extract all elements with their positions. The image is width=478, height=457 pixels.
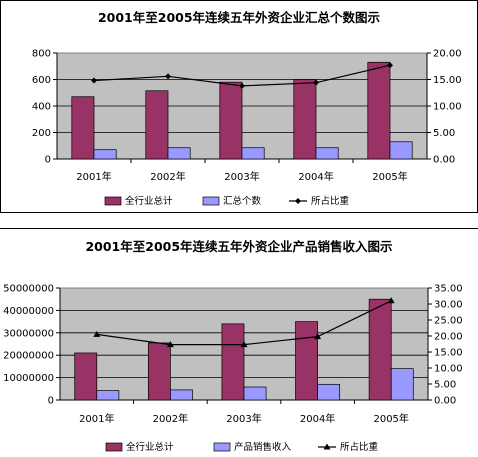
chart-title: 2001年至2005年连续五年外资企业产品销售收入图示 xyxy=(85,239,393,254)
left-tick-label: 10000000 xyxy=(3,373,54,384)
chart-outlets-count: 2001年至2005年连续五年外资企业汇总个数图示 0 200 400 600 800 0.… xyxy=(32,10,462,207)
right-tick-label: 20.00 xyxy=(434,332,463,343)
bar xyxy=(389,141,413,160)
right-tick-label: 35.00 xyxy=(434,284,463,295)
bar xyxy=(219,81,243,160)
legend-label: 所占比重 xyxy=(311,195,350,207)
legend-marker xyxy=(295,198,301,204)
right-tick-label: 15.00 xyxy=(434,348,463,359)
bar xyxy=(145,90,169,160)
chart-panel-outlets: 2001年至2005年连续五年外资企业汇总个数图示 0 200 400 600 800 0.… xyxy=(0,0,478,213)
right-tick-label: 25.00 xyxy=(434,316,463,327)
left-tick-label: 0 xyxy=(48,396,54,407)
point xyxy=(313,79,319,86)
left-tick-label: 800 xyxy=(32,49,51,60)
bar xyxy=(390,368,414,401)
chart-panel-revenue: 2001年至2005年连续五年外资企业产品销售收入图示 0 10000000 2000… xyxy=(0,228,478,457)
x-tick-label: 2001年 xyxy=(79,412,114,425)
right-tick-label: 30.00 xyxy=(434,300,463,311)
point xyxy=(165,73,171,80)
x-tick-label: 2002年 xyxy=(150,170,185,183)
x-tick-label: 2003年 xyxy=(224,170,259,183)
bar xyxy=(96,390,120,401)
legend-swatch xyxy=(105,442,123,452)
bar xyxy=(93,149,117,160)
point xyxy=(314,333,322,340)
bar xyxy=(74,352,98,401)
left-tick-label: 20000000 xyxy=(3,351,54,362)
point xyxy=(387,297,395,304)
bar xyxy=(293,79,317,160)
legend-label: 汇总个数 xyxy=(223,195,262,207)
chart-sales-revenue: 2001年至2005年连续五年外资企业产品销售收入图示 0 10000000 2000… xyxy=(3,239,463,453)
bar xyxy=(367,61,391,160)
point xyxy=(166,341,174,348)
bar xyxy=(295,321,318,401)
bar xyxy=(170,389,193,401)
right-tick-label: 0.00 xyxy=(433,155,455,166)
legend-swatch xyxy=(104,196,122,206)
x-tick-label: 2004年 xyxy=(298,170,333,183)
legend-marker xyxy=(323,443,331,450)
left-tick-label: 200 xyxy=(32,128,51,139)
x-tick-label: 2002年 xyxy=(153,412,188,425)
left-tick-label: 400 xyxy=(32,102,51,113)
right-tick-label: 0.00 xyxy=(434,396,456,407)
left-tick-label: 0 xyxy=(45,155,51,166)
bar xyxy=(167,147,191,160)
left-tick-label: 40000000 xyxy=(3,306,54,317)
chart-title: 2001年至2005年连续五年外资企业汇总个数图示 xyxy=(98,10,381,25)
bar xyxy=(147,342,171,401)
right-tick-label: 20.00 xyxy=(433,49,462,60)
x-tick-label: 2004年 xyxy=(300,412,335,425)
bar xyxy=(241,147,265,160)
bar xyxy=(71,96,95,160)
legend-label: 全行业总计 xyxy=(126,441,174,453)
legend-swatch xyxy=(202,196,220,206)
bar xyxy=(243,386,267,401)
bar xyxy=(317,383,341,401)
left-tick-label: 30000000 xyxy=(3,328,54,339)
point xyxy=(93,330,101,337)
right-tick-label: 10.00 xyxy=(434,364,463,375)
x-tick-label: 2005年 xyxy=(373,412,408,425)
bar xyxy=(368,298,392,401)
left-tick-label: 600 xyxy=(32,75,51,86)
bar xyxy=(221,323,245,401)
right-tick-label: 5.00 xyxy=(433,128,455,139)
legend-label: 产品销售收入 xyxy=(234,441,292,453)
right-tick-label: 15.00 xyxy=(433,75,462,86)
point xyxy=(239,82,245,89)
legend-label: 全行业总计 xyxy=(125,195,173,207)
right-tick-label: 10.00 xyxy=(433,102,462,113)
x-tick-label: 2001年 xyxy=(76,170,111,183)
legend-swatch xyxy=(213,442,231,452)
x-tick-label: 2003年 xyxy=(226,412,261,425)
x-tick-label: 2005年 xyxy=(372,170,407,183)
point xyxy=(240,341,248,348)
left-tick-label: 50000000 xyxy=(3,284,54,295)
point xyxy=(91,77,97,84)
legend-label: 所占比重 xyxy=(340,441,379,453)
bar xyxy=(315,147,339,160)
point xyxy=(387,62,393,69)
right-tick-label: 5.00 xyxy=(434,380,456,391)
